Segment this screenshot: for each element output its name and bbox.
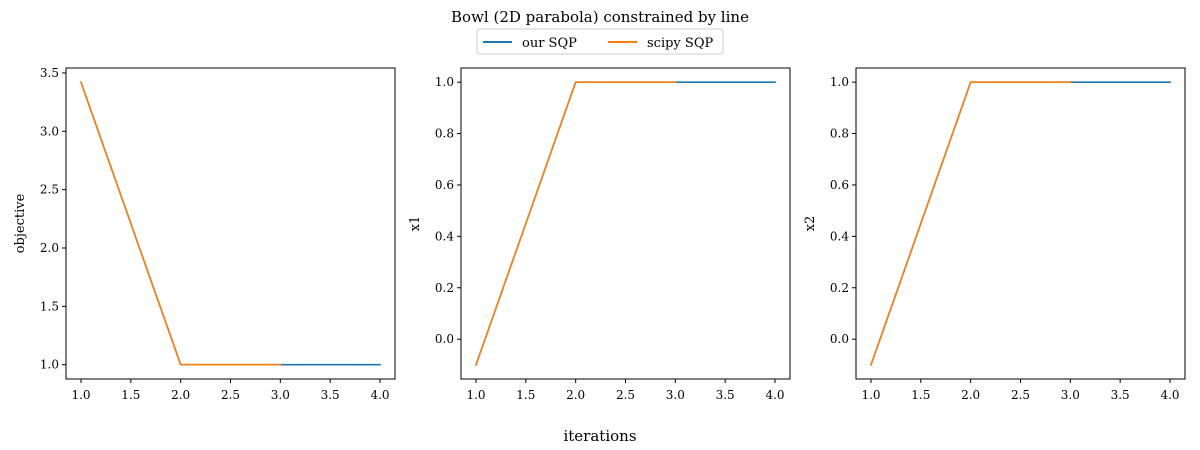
x2-ylabel: x2 bbox=[803, 216, 818, 232]
x2-ytick-label-2: 0.4 bbox=[830, 229, 849, 243]
x2-xtick-label-6: 4.0 bbox=[1160, 388, 1179, 402]
subplot-objective: 1.0 1.5 2.0 2.5 3.0 3.5 4.0 1.0 1.5 2.0 2.5 3.0 3.5 o… bbox=[13, 66, 396, 402]
x1-xtick-label-3: 2.5 bbox=[616, 388, 635, 402]
objective-xtick-label-1: 1.5 bbox=[121, 388, 140, 402]
legend-label-our-sqp: our SQP bbox=[522, 36, 577, 51]
x1-xtick-label-4: 3.0 bbox=[666, 388, 685, 402]
x2-ytick-label-3: 0.6 bbox=[830, 178, 849, 192]
objective-xtick-label-2: 2.0 bbox=[171, 388, 190, 402]
x2-axes-frame bbox=[855, 67, 1186, 380]
figure-title: Bowl (2D parabola) constrained by line bbox=[451, 8, 749, 26]
objective-ytick-label-5: 3.5 bbox=[40, 66, 59, 80]
x1-axes-frame bbox=[460, 67, 791, 380]
objective-xtick-label-6: 4.0 bbox=[370, 388, 389, 402]
x2-ytick-label-4: 0.8 bbox=[830, 127, 849, 141]
x1-xtick-label-1: 1.5 bbox=[516, 388, 535, 402]
x1-xtick-label-5: 3.5 bbox=[716, 388, 735, 402]
objective-ytick-label-2: 2.0 bbox=[40, 241, 59, 255]
objective-axes-frame bbox=[65, 67, 396, 380]
objective-xtick-label-3: 2.5 bbox=[221, 388, 240, 402]
legend-frame bbox=[476, 28, 724, 55]
objective-ylabel: objective bbox=[13, 193, 28, 253]
figure-xlabel: iterations bbox=[563, 427, 636, 445]
x1-ytick-label-2: 0.4 bbox=[435, 229, 454, 243]
objective-xtick-label-4: 3.0 bbox=[271, 388, 290, 402]
x1-xtick-label-6: 4.0 bbox=[765, 388, 784, 402]
x1-ytick-label-3: 0.6 bbox=[435, 178, 454, 192]
x2-series-scipy-sqp-line bbox=[869, 81, 1072, 366]
x1-series-scipy-sqp-line bbox=[474, 81, 677, 366]
x1-xtick-label-2: 2.0 bbox=[566, 388, 585, 402]
x2-ytick-label-5: 1.0 bbox=[830, 75, 849, 89]
x2-xtick-label-1: 1.5 bbox=[911, 388, 930, 402]
x2-xtick-label-5: 3.5 bbox=[1111, 388, 1130, 402]
subplot-x2: 1.0 1.5 2.0 2.5 3.0 3.5 4.0 0.0 0.2 0.4 0.6 0.8 1.0 x… bbox=[803, 67, 1186, 402]
x2-xtick-label-2: 2.0 bbox=[961, 388, 980, 402]
x1-ytick-label-0: 0.0 bbox=[435, 332, 454, 346]
objective-ytick-label-4: 3.0 bbox=[40, 124, 59, 138]
subplot-x1: 1.0 1.5 2.0 2.5 3.0 3.5 4.0 0.0 0.2 0.4 0.6 0.8 1.0 x… bbox=[408, 67, 791, 402]
objective-ytick-label-0: 1.0 bbox=[40, 358, 59, 372]
objective-ytick-label-1: 1.5 bbox=[40, 299, 59, 313]
x1-ylabel: x1 bbox=[408, 216, 423, 232]
legend: our SQP scipy SQP bbox=[476, 28, 724, 55]
legend-label-scipy-sqp: scipy SQP bbox=[647, 36, 713, 51]
objective-ytick-label-3: 2.5 bbox=[40, 183, 59, 197]
x2-xtick-label-4: 3.0 bbox=[1061, 388, 1080, 402]
x1-xtick-label-0: 1.0 bbox=[466, 388, 485, 402]
objective-series-scipy-sqp-line bbox=[79, 81, 282, 366]
x1-ytick-label-4: 0.8 bbox=[435, 127, 454, 141]
x1-ytick-label-5: 1.0 bbox=[435, 75, 454, 89]
x1-ytick-label-1: 0.2 bbox=[435, 281, 454, 295]
x2-ytick-label-1: 0.2 bbox=[830, 281, 849, 295]
objective-xtick-label-5: 3.5 bbox=[321, 388, 340, 402]
x2-xtick-label-0: 1.0 bbox=[861, 388, 880, 402]
x2-xtick-label-3: 2.5 bbox=[1011, 388, 1030, 402]
objective-xtick-label-0: 1.0 bbox=[71, 388, 90, 402]
x2-ytick-label-0: 0.0 bbox=[830, 332, 849, 346]
